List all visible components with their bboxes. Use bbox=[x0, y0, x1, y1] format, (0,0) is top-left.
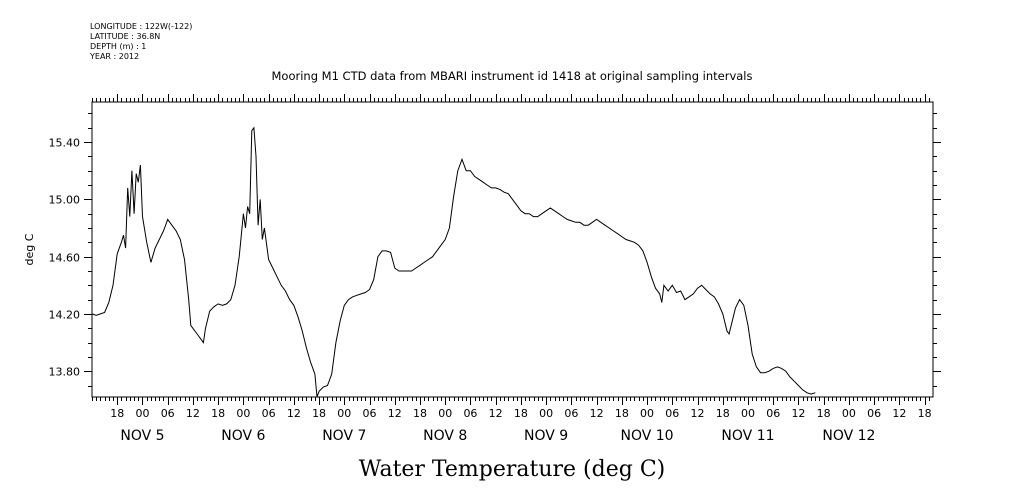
x-tick-label: 06 bbox=[564, 407, 578, 420]
x-tick-label: 18 bbox=[817, 407, 831, 420]
x-tick-label: 06 bbox=[463, 407, 477, 420]
x-tick-label: 18 bbox=[413, 407, 427, 420]
x-day-label: NOV 7 bbox=[322, 428, 366, 444]
x-day-label: NOV 8 bbox=[423, 428, 467, 444]
x-day-label: NOV 6 bbox=[221, 428, 265, 444]
x-tick-label: 12 bbox=[287, 407, 301, 420]
y-tick-label: 15.00 bbox=[49, 194, 81, 207]
x-tick-label: 00 bbox=[135, 407, 149, 420]
x-day-label: NOV 5 bbox=[120, 428, 164, 444]
x-tick-label: 12 bbox=[186, 407, 200, 420]
bottom-title: Water Temperature (deg C) bbox=[359, 457, 666, 482]
x-tick-label: 00 bbox=[236, 407, 250, 420]
x-day-label: NOV 9 bbox=[524, 428, 568, 444]
x-tick-label: 18 bbox=[514, 407, 528, 420]
x-tick-label: 18 bbox=[716, 407, 730, 420]
x-tick-label: 12 bbox=[590, 407, 604, 420]
x-tick-label: 00 bbox=[842, 407, 856, 420]
x-tick-label: 06 bbox=[766, 407, 780, 420]
x-tick-label: 18 bbox=[615, 407, 629, 420]
y-tick-label: 15.40 bbox=[49, 137, 81, 150]
x-tick-label: 12 bbox=[489, 407, 503, 420]
x-day-label: NOV 11 bbox=[721, 428, 774, 444]
x-tick-label: 00 bbox=[337, 407, 351, 420]
latitude-label: LATITUDE : 36.8N bbox=[90, 32, 161, 41]
x-tick-label: 12 bbox=[791, 407, 805, 420]
y-tick-label: 14.20 bbox=[49, 309, 81, 322]
x-tick-label: 12 bbox=[892, 407, 906, 420]
x-tick-label: 06 bbox=[363, 407, 377, 420]
x-tick-label: 18 bbox=[918, 407, 932, 420]
x-tick-label: 06 bbox=[867, 407, 881, 420]
x-tick-label: 12 bbox=[691, 407, 705, 420]
x-tick-label: 00 bbox=[539, 407, 553, 420]
x-day-label: NOV 10 bbox=[621, 428, 674, 444]
x-tick-label: 18 bbox=[312, 407, 326, 420]
chart-title: Mooring M1 CTD data from MBARI instrumen… bbox=[272, 69, 753, 83]
x-tick-label: 00 bbox=[741, 407, 755, 420]
x-day-label: NOV 12 bbox=[822, 428, 875, 444]
x-tick-label: 00 bbox=[438, 407, 452, 420]
y-axis-label: deg C bbox=[23, 233, 36, 265]
x-tick-label: 18 bbox=[110, 407, 124, 420]
longitude-label: LONGITUDE : 122W(-122) bbox=[90, 22, 193, 31]
x-tick-label: 06 bbox=[665, 407, 679, 420]
x-tick-label: 06 bbox=[262, 407, 276, 420]
year-label: YEAR : 2012 bbox=[90, 52, 140, 61]
plot-frame bbox=[91, 101, 934, 398]
x-tick-label: 06 bbox=[161, 407, 175, 420]
x-tick-label: 18 bbox=[211, 407, 225, 420]
depth-label: DEPTH (m) : 1 bbox=[90, 42, 147, 51]
temperature-series-line bbox=[91, 126, 816, 398]
y-tick-label: 14.60 bbox=[49, 252, 81, 265]
y-tick-label: 13.80 bbox=[49, 366, 81, 379]
x-tick-label: 00 bbox=[640, 407, 654, 420]
x-tick-label: 12 bbox=[388, 407, 402, 420]
